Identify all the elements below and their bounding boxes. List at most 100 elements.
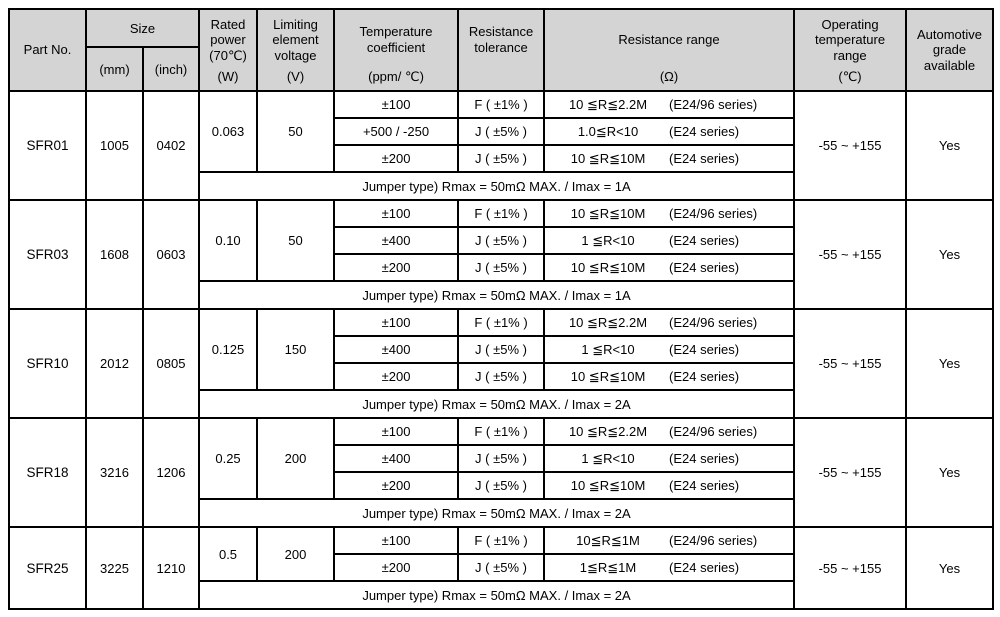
part-no: SFR10 — [8, 308, 87, 419]
limiting-voltage: 200 — [256, 417, 336, 500]
header-temp-coefficient-label: Temperature coefficient — [359, 24, 433, 55]
size-inch: 0805 — [141, 308, 201, 419]
automotive-grade: Yes — [905, 417, 995, 528]
header-part-no-label: Part No. — [23, 42, 72, 58]
table-row: SFR03 1608 0603 0.10 50 ±100 F ( ±1% ) 1… — [8, 199, 995, 310]
table-row: +500 / -250 J ( ±5% ) 1.0≦R<10 (E24 serie… — [9, 117, 993, 146]
range-expression: 1 ≦R<10 — [581, 232, 635, 248]
resistance-tolerance: J ( ±5% ) — [457, 253, 546, 282]
limiting-voltage: 50 — [256, 90, 336, 173]
resistance-range: 10 ≦R≦10M (E24 series) — [543, 471, 796, 500]
resistance-tolerance: J ( ±5% ) — [457, 444, 546, 473]
header-size: Size — [84, 8, 201, 48]
range-expression: 10 ≦R≦10M — [570, 259, 646, 275]
temp-coefficient: ±200 — [333, 553, 460, 582]
temp-coefficient: ±200 — [333, 471, 460, 500]
range-series: (E24/96 series) — [669, 533, 758, 548]
jumper-note: Jumper type) Rmax = 50mΩ MAX. / Imax = 1… — [198, 171, 796, 201]
size-inch: 1210 — [141, 526, 201, 610]
range-series: (E24/96 series) — [669, 97, 758, 112]
header-tolerance-unit — [460, 68, 542, 88]
resistance-tolerance: F ( ±1% ) — [457, 199, 546, 228]
temp-coefficient: ±400 — [333, 335, 460, 364]
resistance-tolerance: J ( ±5% ) — [457, 471, 546, 500]
range-expression: 10 ≦R≦2.2M — [568, 96, 648, 112]
automotive-grade: Yes — [905, 90, 995, 201]
part-no: SFR01 — [8, 90, 87, 201]
jumper-note: Jumper type) Rmax = 50mΩ MAX. / Imax = 2… — [198, 580, 796, 610]
resistance-range: 1 ≦R<10 (E24 series) — [543, 226, 796, 255]
table-row: Jumper type) Rmax = 50mΩ MAX. / Imax = 2… — [9, 580, 993, 610]
table-row: SFR25 3225 1210 0.5 200 ±100 F ( ±1% ) 1… — [8, 526, 995, 610]
table-body: SFR01 1005 0402 0.063 50 ±100 F ( ±1% ) … — [8, 90, 995, 610]
table-row: Jumper type) Rmax = 50mΩ MAX. / Imax = 2… — [9, 498, 993, 528]
header-rated-power-unit: (W) — [217, 69, 239, 84]
range-series: (E24 series) — [669, 124, 740, 139]
range-series: (E24 series) — [669, 260, 740, 275]
temp-coefficient: ±200 — [333, 144, 460, 173]
table-row: ±200 J ( ±5% ) 10 ≦R≦10M (E24 series) — [9, 362, 993, 391]
resistance-tolerance: J ( ±5% ) — [457, 226, 546, 255]
range-series: (E24 series) — [669, 342, 740, 357]
temp-coefficient: ±200 — [333, 362, 460, 391]
header-rated-power: Rated power (70℃) (W) — [198, 8, 259, 92]
table-row: ±400 J ( ±5% ) 1 ≦R<10 (E24 series) — [9, 335, 993, 364]
rated-power: 0.25 — [198, 417, 259, 500]
temp-coefficient: ±100 — [333, 417, 460, 446]
resistance-range: 10 ≦R≦10M (E24/96 series) — [543, 199, 796, 228]
header-resistance-range-label: Resistance range — [618, 32, 720, 48]
header-temp-coefficient: Temperature coefficient (ppm/ ℃) — [333, 8, 460, 92]
temp-coefficient: ±100 — [333, 526, 460, 555]
table-row: ±400 J ( ±5% ) 1 ≦R<10 (E24 series) — [9, 226, 993, 255]
rated-power: 0.125 — [198, 308, 259, 391]
resistance-range: 10 ≦R≦10M (E24 series) — [543, 253, 796, 282]
table-row: SFR10 2012 0805 0.125 150 ±100 F ( ±1% )… — [8, 308, 995, 419]
size-mm: 1005 — [85, 90, 144, 201]
size-mm: 1608 — [85, 199, 144, 310]
header-size-inch: (inch) — [141, 46, 201, 92]
part-no: SFR25 — [8, 526, 87, 610]
resistance-tolerance: F ( ±1% ) — [457, 417, 546, 446]
resistance-range: 10≦R≦1M (E24/96 series) — [543, 526, 796, 555]
table-row: ±200 J ( ±5% ) 10 ≦R≦10M (E24 series) — [9, 471, 993, 500]
header-automotive-label: Automotive grade available — [916, 26, 983, 73]
header-size-label: Size — [129, 20, 156, 36]
header-rated-power-label: Rated power (70℃) — [209, 16, 247, 63]
range-expression: 10 ≦R≦2.2M — [568, 423, 648, 439]
resistance-range: 10 ≦R≦2.2M (E24/96 series) — [543, 417, 796, 446]
temp-coefficient: ±200 — [333, 253, 460, 282]
range-series: (E24/96 series) — [669, 315, 758, 330]
rated-power: 0.063 — [198, 90, 259, 173]
range-series: (E24 series) — [669, 369, 740, 384]
resistance-range: 1 ≦R<10 (E24 series) — [543, 335, 796, 364]
range-expression: 10 ≦R≦10M — [570, 477, 646, 493]
range-series: (E24 series) — [669, 151, 740, 166]
range-expression: 10 ≦R≦10M — [570, 150, 646, 166]
resistance-range: 10 ≦R≦2.2M (E24/96 series) — [543, 308, 796, 337]
operating-temp: -55 ~ +155 — [793, 308, 908, 419]
jumper-note: Jumper type) Rmax = 50mΩ MAX. / Imax = 1… — [198, 280, 796, 310]
header-op-temp-unit: (℃) — [838, 69, 862, 84]
resistance-range: 10 ≦R≦2.2M (E24/96 series) — [543, 90, 796, 119]
table-row: SFR18 3216 1206 0.25 200 ±100 F ( ±1% ) … — [8, 417, 995, 528]
range-expression: 10 ≦R≦2.2M — [568, 314, 648, 330]
resistance-range: 1.0≦R<10 (E24 series) — [543, 117, 796, 146]
operating-temp: -55 ~ +155 — [793, 526, 908, 610]
temp-coefficient: ±100 — [333, 308, 460, 337]
size-mm: 3216 — [85, 417, 144, 528]
header-resistance-range: Resistance range (Ω) — [543, 8, 796, 92]
operating-temp: -55 ~ +155 — [793, 90, 908, 201]
temp-coefficient: ±100 — [333, 199, 460, 228]
operating-temp: -55 ~ +155 — [793, 417, 908, 528]
range-series: (E24/96 series) — [669, 206, 758, 221]
range-expression: 1 ≦R<10 — [581, 341, 635, 357]
range-series: (E24 series) — [669, 478, 740, 493]
part-no: SFR03 — [8, 199, 87, 310]
size-inch: 1206 — [141, 417, 201, 528]
header-automotive: Automotive grade available — [905, 8, 995, 92]
operating-temp: -55 ~ +155 — [793, 199, 908, 310]
range-expression: 1≦R≦1M — [579, 559, 637, 575]
automotive-grade: Yes — [905, 526, 995, 610]
table-row: SFR01 1005 0402 0.063 50 ±100 F ( ±1% ) … — [8, 90, 995, 201]
